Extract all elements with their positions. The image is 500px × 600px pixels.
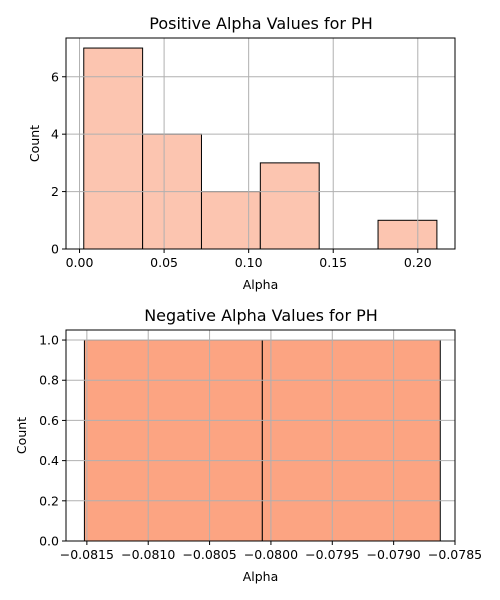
plot-frame [65,329,456,542]
x-tick-label: −0.0800 [244,547,298,562]
x-tick-label: 0.10 [235,255,263,270]
chart-title: Positive Alpha Values for PH [149,14,372,33]
y-tick-label: 0.8 [39,373,59,388]
histogram-bar [377,219,438,250]
x-tick-label: −0.0810 [121,547,175,562]
y-tick-label: 1.0 [39,333,59,348]
plot-frame [65,37,456,250]
chart-title: Negative Alpha Values for PH [144,306,378,325]
x-tick-label: 0.20 [404,255,432,270]
x-axis-label: Alpha [243,277,279,292]
y-tick-label: 0.0 [39,534,59,549]
y-tick-label: 6 [51,69,59,84]
histogram-bar [259,162,320,250]
x-tick-label: 0.00 [66,255,94,270]
y-tick-label: 0 [51,242,59,257]
y-tick-label: 4 [51,127,59,142]
y-tick-label: 0.6 [39,413,59,428]
x-axis-label: Alpha [243,569,279,584]
y-tick-label: 0.4 [39,453,59,468]
x-tick-label: −0.0795 [305,547,359,562]
x-tick-label: −0.0790 [367,547,421,562]
histogram-bar [261,339,441,542]
x-tick-label: 0.05 [150,255,178,270]
x-tick-label: −0.0805 [182,547,236,562]
negative-alpha-histogram: Negative Alpha Values for PH −0.0815 −0.0… [14,306,482,584]
x-tick-label: 0.15 [319,255,347,270]
positive-alpha-histogram: Positive Alpha Values for PH 0.00 0.05 0.1… [27,14,456,292]
y-tick-label: 0.2 [39,493,59,508]
y-axis-label: Count [27,125,42,162]
histogram-bar [200,191,261,250]
y-axis-label: Count [14,417,29,454]
x-tick-label: −0.0785 [428,547,482,562]
x-tick-label: −0.0815 [60,547,114,562]
histogram-bar [83,339,263,542]
y-tick-label: 2 [51,184,59,199]
histogram-bar [83,47,144,250]
